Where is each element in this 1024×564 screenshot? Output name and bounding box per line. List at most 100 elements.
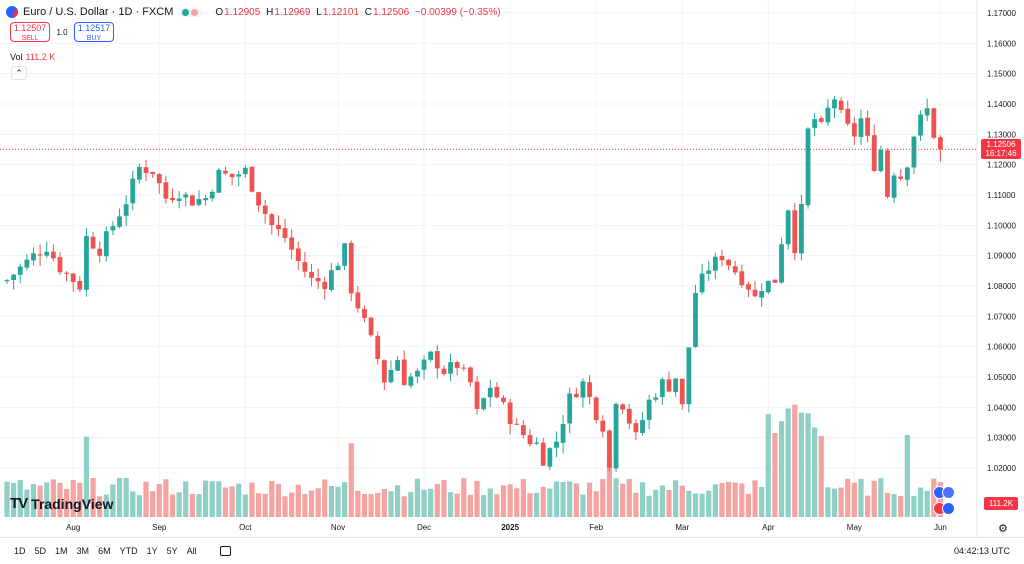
event-marker-icon[interactable] xyxy=(942,486,955,499)
candle-body[interactable] xyxy=(626,408,632,424)
candle-body[interactable] xyxy=(534,442,539,444)
candle-body[interactable] xyxy=(812,119,818,128)
candle-body[interactable] xyxy=(362,309,367,318)
candle-body[interactable] xyxy=(666,379,672,392)
timeframe-all[interactable]: All xyxy=(186,546,197,556)
candle-body[interactable] xyxy=(825,107,831,123)
tradingview-logo[interactable]: TV TradingView xyxy=(10,495,113,512)
candle-body[interactable] xyxy=(587,382,592,397)
candle-body[interactable] xyxy=(130,178,136,204)
candle-body[interactable] xyxy=(203,198,208,201)
candle-body[interactable] xyxy=(805,128,811,206)
candle-body[interactable] xyxy=(898,176,904,179)
candle-body[interactable] xyxy=(547,448,553,467)
candle-body[interactable] xyxy=(699,273,705,293)
candle-body[interactable] xyxy=(918,114,923,136)
timeframe-6m[interactable]: 6M xyxy=(98,546,111,556)
candle-body[interactable] xyxy=(593,397,599,421)
candle-body[interactable] xyxy=(282,228,288,239)
candle-body[interactable] xyxy=(143,167,149,174)
candle-body[interactable] xyxy=(540,442,546,466)
candle-body[interactable] xyxy=(520,425,526,436)
candle-body[interactable] xyxy=(573,393,579,398)
candle-body[interactable] xyxy=(818,118,824,122)
candle-body[interactable] xyxy=(494,386,500,398)
candle-body[interactable] xyxy=(620,404,626,410)
market-status-indicator[interactable] xyxy=(178,7,203,17)
candle-body[interactable] xyxy=(381,360,387,383)
candle-body[interactable] xyxy=(693,293,698,347)
candle-body[interactable] xyxy=(779,244,784,283)
buy-button[interactable]: 1.12517 BUY xyxy=(74,22,114,42)
candle-body[interactable] xyxy=(269,214,275,225)
candle-body[interactable] xyxy=(501,397,506,403)
candle-body[interactable] xyxy=(845,108,851,124)
timeframe-5y[interactable]: 5Y xyxy=(166,546,178,556)
candle-body[interactable] xyxy=(487,387,493,398)
candle-body[interactable] xyxy=(832,99,837,109)
candle-body[interactable] xyxy=(375,335,381,360)
candle-body[interactable] xyxy=(64,272,69,274)
date-range-calendar-icon[interactable] xyxy=(219,546,231,556)
candle-body[interactable] xyxy=(302,262,308,272)
candle-body[interactable] xyxy=(785,210,791,245)
candle-body[interactable] xyxy=(580,381,586,398)
candle-body[interactable] xyxy=(891,175,897,198)
candle-body[interactable] xyxy=(726,259,731,266)
candle-body[interactable] xyxy=(216,169,222,193)
candle-body[interactable] xyxy=(792,210,798,253)
symbol-title[interactable]: Euro / U.S. Dollar · 1D · FXCM xyxy=(23,6,174,18)
candle-body[interactable] xyxy=(904,167,910,180)
candle-body[interactable] xyxy=(209,191,215,199)
candle-body[interactable] xyxy=(686,347,692,405)
candle-body[interactable] xyxy=(90,236,96,249)
candle-body[interactable] xyxy=(322,281,328,290)
candle-body[interactable] xyxy=(911,136,917,168)
candle-body[interactable] xyxy=(600,420,606,432)
candle-body[interactable] xyxy=(70,273,76,282)
candle-body[interactable] xyxy=(183,194,189,198)
candle-body[interactable] xyxy=(865,117,870,136)
candle-body[interactable] xyxy=(242,167,248,175)
candle-body[interactable] xyxy=(646,399,652,421)
candle-body[interactable] xyxy=(712,256,718,271)
candle-body[interactable] xyxy=(408,376,414,386)
quantity-field[interactable]: 1.0 xyxy=(56,27,68,37)
candle-body[interactable] xyxy=(123,204,129,216)
candle-body[interactable] xyxy=(395,360,400,371)
candle-body[interactable] xyxy=(163,182,169,199)
candle-body[interactable] xyxy=(739,271,745,286)
timeframe-1d[interactable]: 1D xyxy=(14,546,26,556)
candle-body[interactable] xyxy=(719,255,725,261)
candle-body[interactable] xyxy=(31,253,36,261)
candle-body[interactable] xyxy=(229,173,235,178)
candle-body[interactable] xyxy=(607,430,612,468)
candle-body[interactable] xyxy=(567,393,573,424)
candle-body[interactable] xyxy=(50,251,56,259)
candle-body[interactable] xyxy=(276,224,281,230)
candle-body[interactable] xyxy=(150,171,156,174)
candle-body[interactable] xyxy=(415,370,420,377)
candle-body[interactable] xyxy=(176,198,182,201)
candle-body[interactable] xyxy=(441,368,447,374)
candle-body[interactable] xyxy=(44,251,50,256)
candle-body[interactable] xyxy=(759,290,765,298)
candle-body[interactable] xyxy=(4,280,10,282)
candle-body[interactable] xyxy=(57,257,63,273)
candle-body[interactable] xyxy=(878,149,884,172)
candle-body[interactable] xyxy=(110,226,116,231)
candle-body[interactable] xyxy=(335,265,341,271)
candle-body[interactable] xyxy=(97,248,103,256)
utc-clock[interactable]: 04:42:13 UTC xyxy=(953,546,1010,556)
candle-body[interactable] xyxy=(256,192,261,206)
candle-body[interactable] xyxy=(355,292,361,309)
candle-body[interactable] xyxy=(474,381,480,409)
candle-body[interactable] xyxy=(746,284,751,290)
candle-body[interactable] xyxy=(434,351,440,369)
candle-body[interactable] xyxy=(871,135,877,171)
candle-body[interactable] xyxy=(732,266,738,273)
collapse-legend-button[interactable]: ⌃ xyxy=(11,66,27,80)
candle-body[interactable] xyxy=(752,289,758,297)
candle-body[interactable] xyxy=(633,423,639,433)
